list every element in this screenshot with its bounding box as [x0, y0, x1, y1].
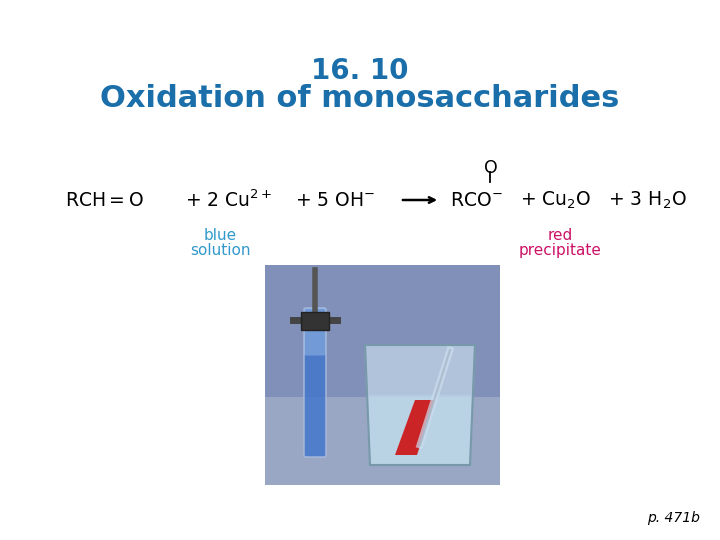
Polygon shape [365, 345, 475, 465]
Text: $+\ 3\ \mathregular{H_2O}$: $+\ 3\ \mathregular{H_2O}$ [608, 190, 687, 211]
Text: red: red [547, 228, 572, 243]
Bar [301, 312, 329, 330]
Text: p. 471b: p. 471b [647, 511, 700, 525]
Text: Oxidation of monosaccharides: Oxidation of monosaccharides [100, 84, 620, 113]
Text: solution: solution [190, 243, 251, 258]
Bar [265, 397, 500, 485]
Text: $\mathregular{RCO^{-}}$: $\mathregular{RCO^{-}}$ [450, 191, 503, 210]
Text: $+\ 5\ \mathregular{OH^{-}}$: $+\ 5\ \mathregular{OH^{-}}$ [295, 191, 375, 210]
Text: precipitate: precipitate [518, 243, 601, 258]
FancyBboxPatch shape [304, 308, 326, 457]
Text: blue: blue [204, 228, 237, 243]
Text: $\mathregular{O}$: $\mathregular{O}$ [482, 159, 498, 177]
FancyBboxPatch shape [304, 308, 326, 355]
Bar [265, 265, 500, 485]
Text: $+\ 2\ \mathregular{Cu^{2+}}$: $+\ 2\ \mathregular{Cu^{2+}}$ [185, 189, 272, 211]
Polygon shape [367, 395, 473, 465]
Polygon shape [395, 400, 435, 455]
Text: $\mathregular{RCH{=}O}$: $\mathregular{RCH{=}O}$ [65, 191, 144, 210]
Text: $+\ \mathregular{Cu_2O}$: $+\ \mathregular{Cu_2O}$ [520, 190, 592, 211]
Text: 16. 10: 16. 10 [311, 57, 409, 85]
